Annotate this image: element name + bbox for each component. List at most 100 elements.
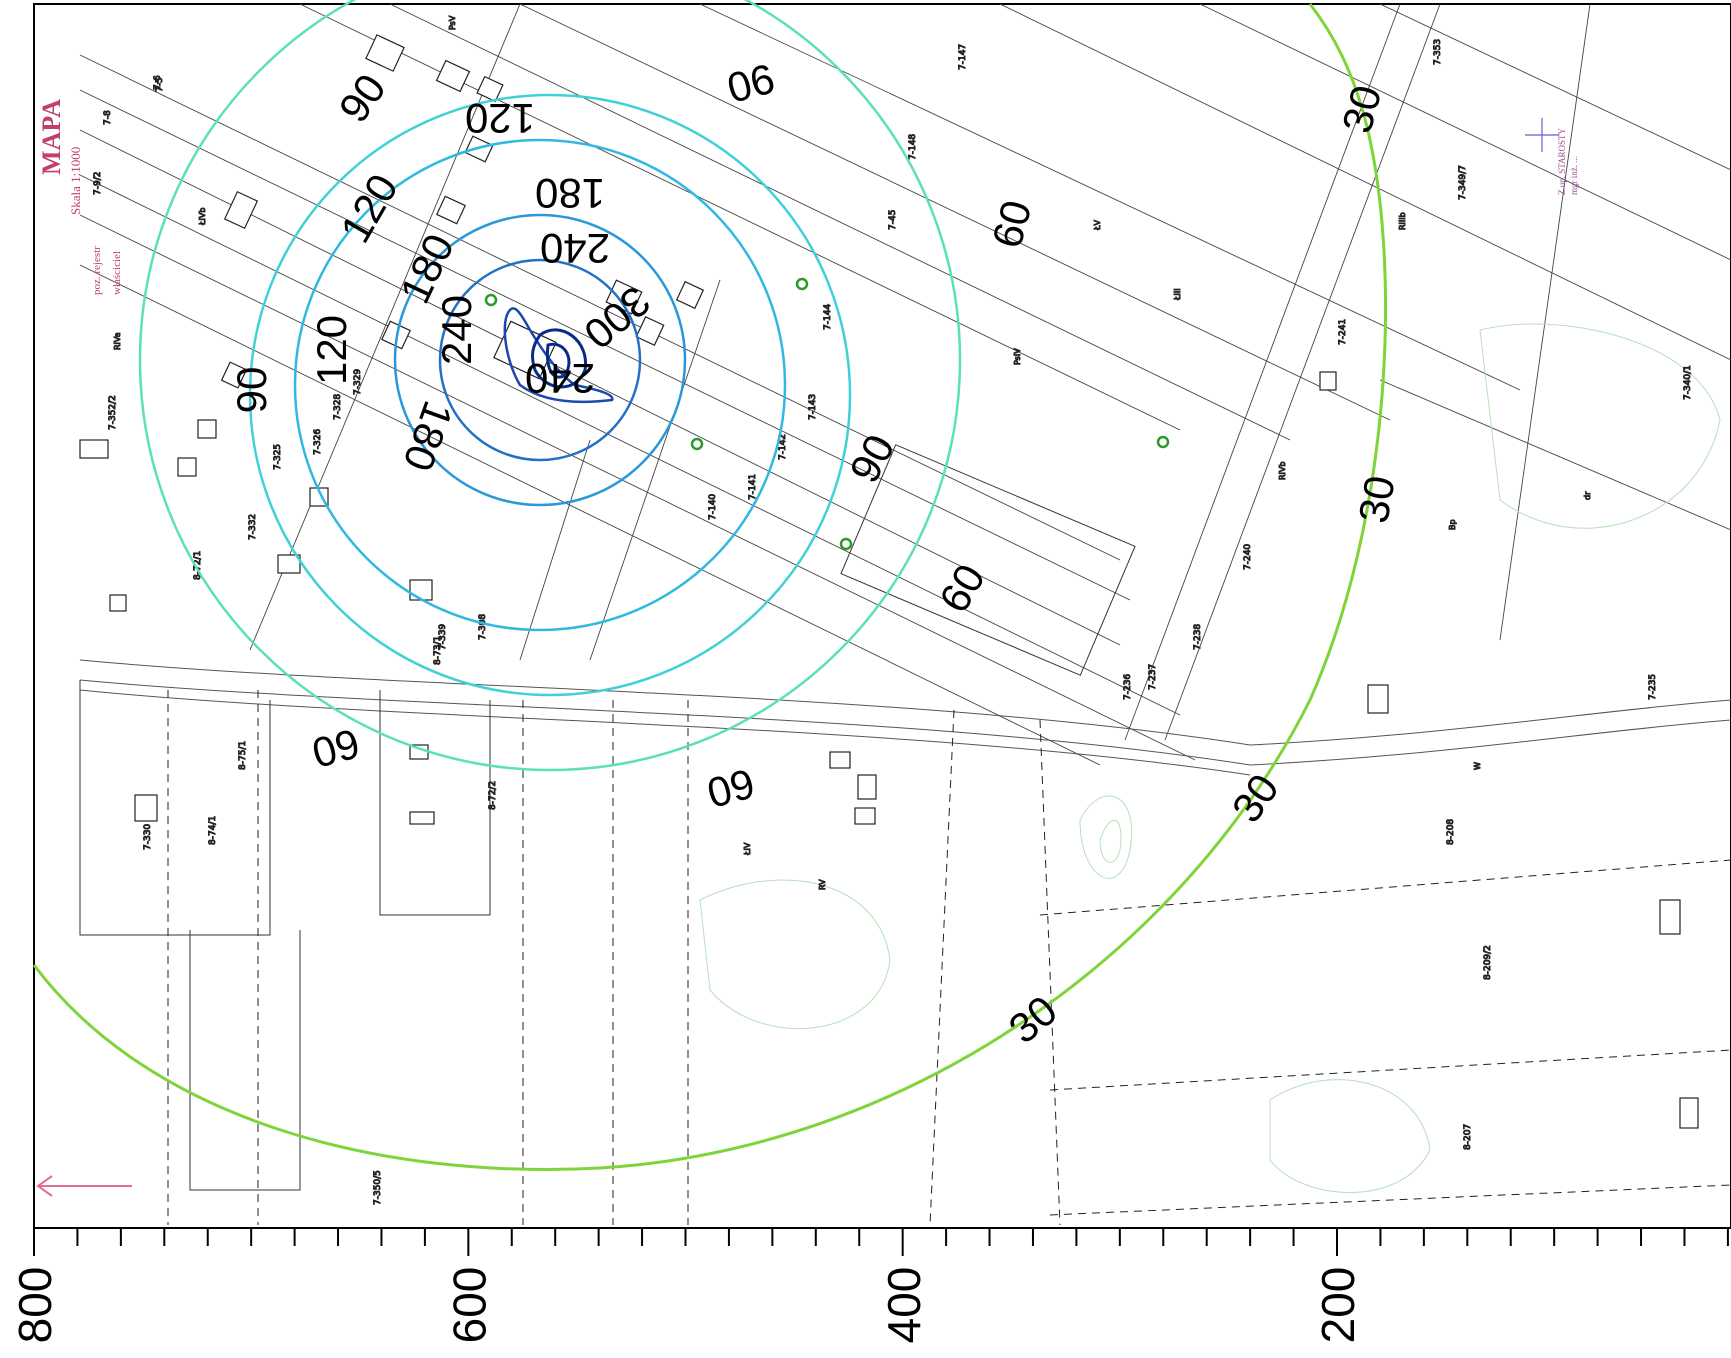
parcel-label: 7-142: [778, 434, 788, 460]
parcel-label: 7-350/5: [373, 1170, 383, 1205]
parcel-boundaries: [79, 3, 1731, 766]
land-use-label: ŁIII: [1173, 288, 1182, 301]
north-cross-icon: [1525, 118, 1559, 152]
official-stamp: Z up. STAROSTY mgr inż. ...: [1557, 127, 1579, 195]
map-scale: Skala 1:1000: [68, 147, 83, 215]
parcel-label: 7-5: [155, 77, 165, 92]
parcel-label: 7-144: [823, 304, 833, 330]
land-use-label: ŁIVb: [198, 208, 207, 226]
stamp-line-2: mgr inż. ...: [1569, 156, 1579, 195]
receiver-point-icon[interactable]: [839, 537, 853, 551]
parcel-label: 7-329: [353, 369, 363, 395]
receiver-point-icon[interactable]: [1156, 435, 1170, 449]
land-use-label: ŁV: [1093, 220, 1102, 231]
receiver-point-icon[interactable]: [484, 293, 498, 307]
parcel-label: 7-339: [438, 624, 448, 650]
contour-label: 90: [228, 367, 275, 414]
owner-label: właściciel: [111, 251, 123, 295]
lower-parcels: [79, 444, 1136, 1191]
contour-30: [32, 3, 1388, 1171]
parcel-label: 7-328: [333, 394, 343, 420]
parcel-label: 8-208: [1446, 819, 1456, 845]
registry-label: poz. rejestr: [91, 246, 103, 295]
parcel-label: 7-340/1: [1683, 365, 1693, 400]
parcel-label: 8-72/2: [488, 781, 498, 810]
parcel-label: 7-45: [888, 210, 898, 230]
parcel-label: 7-241: [1338, 319, 1348, 345]
map-frame: [33, 3, 1731, 1229]
contour-120: [293, 138, 787, 632]
parcel-label: 7-238: [1193, 624, 1203, 650]
contour-label: 240: [540, 225, 610, 272]
map-header: MAPA Skala 1:1000 poz. rejestr właścicie…: [37, 99, 123, 295]
land-use-label: PsIV: [1013, 348, 1022, 365]
land-use-label: RV: [818, 879, 827, 890]
axis-tick-labels: 800 600 400 200: [9, 1267, 1364, 1344]
contour-core: [531, 328, 587, 389]
north-arrow-icon: [36, 1175, 132, 1197]
parcel-label: 7-237: [1148, 664, 1158, 690]
land-use-label: RIIIb: [1398, 212, 1407, 230]
contour-240: [438, 258, 642, 462]
axis-tick-label: 600: [443, 1267, 495, 1344]
contour-label: 30: [1349, 472, 1403, 526]
parcel-label: 7-332: [248, 514, 258, 540]
parcel-label: 7-141: [748, 474, 758, 500]
contour-label: 240: [433, 295, 480, 365]
parcel-label: 7-8: [103, 110, 113, 125]
contour-lines: [32, 0, 1388, 1171]
contour-label: 120: [465, 95, 535, 142]
parcel-label: 7-9/2: [93, 172, 103, 195]
parcel-label: 7-308: [478, 614, 488, 640]
parcel-label: 8-75/1: [238, 741, 248, 770]
axis-tick-label: 800: [9, 1267, 61, 1344]
parcel-label: 7-325: [273, 444, 283, 470]
parcel-label: 7-353: [1433, 39, 1443, 65]
contour-label: 240: [525, 355, 595, 402]
receiver-points: [484, 277, 1170, 551]
parcel-label: 8-72/1: [193, 551, 203, 580]
contour-label: 180: [535, 170, 605, 217]
receiver-point-icon[interactable]: [795, 277, 809, 291]
receiver-point-icon[interactable]: [690, 437, 704, 451]
parcel-label: 8-207: [1463, 1124, 1473, 1150]
parcel-label: 7-326: [313, 429, 323, 455]
parcel-cross-lines: [249, 3, 1591, 741]
bottom-axis: 800 600 400 200: [9, 1227, 1731, 1344]
land-use-label: W: [1473, 762, 1482, 770]
parcel-label: 7-140: [708, 494, 718, 520]
axis-ticks: [33, 1228, 1729, 1256]
parcel-label: 7-147: [958, 44, 968, 70]
parcel-label: 7-330: [143, 824, 153, 850]
axis-tick-label: 400: [878, 1267, 930, 1344]
land-use-label: PsV: [448, 15, 457, 30]
parcel-label: 7-148: [908, 134, 918, 160]
parcel-label: 7-143: [808, 394, 818, 420]
contour-label: 120: [308, 315, 355, 385]
parcel-label: 7-236: [1123, 674, 1133, 700]
axis-tick-label: 200: [1312, 1267, 1364, 1344]
stamp-line-1: Z up. STAROSTY: [1557, 127, 1567, 195]
land-use-label: RIVa: [113, 332, 122, 350]
parcel-label: 7-349/7: [1458, 165, 1468, 200]
parcel-label: 8-74/1: [208, 816, 218, 845]
parcel-label: 8-209/2: [1483, 945, 1493, 980]
cadastral-base-layer: 7-6 7-8 7-9/2 7-5 7-147 7-148 7-45 7-144 7-143 7-…: [79, 3, 1731, 1226]
dashed-boundaries: [167, 690, 1731, 1226]
parcel-label: 7-235: [1648, 674, 1658, 700]
land-use-label: dr: [1583, 491, 1592, 500]
parcel-label: 7-352/2: [108, 395, 118, 430]
map-title: MAPA: [37, 99, 66, 175]
road: [79, 659, 1731, 776]
terrain-outlines: [699, 323, 1721, 1193]
parcel-label: 7-240: [1243, 544, 1253, 570]
land-use-label: ŁIV: [743, 842, 752, 856]
contour-180: [393, 213, 687, 507]
parcel-label: 7-6: [153, 75, 163, 90]
contour-300: [503, 307, 614, 404]
parcel-label: 8-73/1: [433, 636, 443, 665]
contour-90: [248, 93, 852, 697]
land-use-label: RIVb: [1278, 462, 1287, 480]
land-use-label: Bp: [1448, 519, 1457, 530]
